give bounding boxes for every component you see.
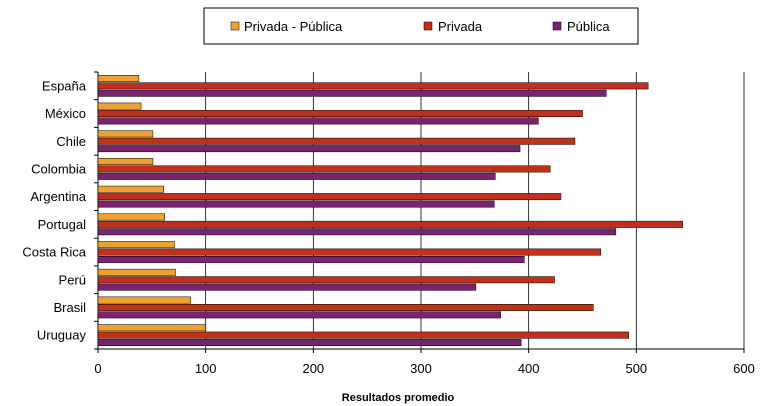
category-label-mexico: México [45, 106, 86, 121]
bar-argentina-publica [97, 200, 495, 208]
bar-portugal-privada [97, 220, 683, 228]
bar-uruguay-privada [97, 331, 630, 339]
bar-costa-rica-privada-publica [97, 241, 175, 249]
bar-colombia-privada [97, 165, 551, 173]
category-label-argentina: Argentina [30, 189, 86, 204]
bar-uruguay-privada-publica [97, 324, 206, 332]
bar-uruguay-publica [97, 339, 522, 347]
x-tick-label-400: 400 [518, 361, 540, 376]
bar-espana-publica [97, 89, 607, 97]
x-tick-label-500: 500 [625, 361, 647, 376]
bar-costa-rica-privada [97, 248, 602, 256]
x-axis-ticks: 0 100 200 300 400 500 600 [94, 349, 755, 376]
legend-label-privada-publica: Privada - Pública [244, 19, 343, 34]
bar-chile-publica [97, 145, 521, 153]
bar-mexico-privada [97, 110, 583, 117]
x-tick-label-300: 300 [410, 361, 432, 376]
category-label-peru: Perú [59, 272, 86, 287]
bar-costa-rica-publica [97, 256, 525, 263]
legend: Privada - Pública Privada Pública [203, 7, 639, 45]
legend-label-privada: Privada [438, 19, 483, 34]
x-tick-label-0: 0 [94, 361, 101, 376]
legend-swatch-privada [423, 21, 433, 31]
bar-espana-privada [97, 82, 649, 90]
bar-argentina-privada-publica [97, 185, 164, 193]
bar-brasil-privada [97, 304, 594, 311]
bar-chile-privada-publica [97, 130, 154, 138]
bar-portugal-privada-publica [97, 213, 166, 221]
bars [97, 75, 683, 347]
bar-argentina-privada [97, 193, 562, 201]
category-label-colombia: Colombia [31, 161, 87, 176]
bar-mexico-publica [97, 117, 539, 125]
legend-label-publica: Pública [567, 19, 610, 34]
bar-peru-publica [97, 283, 477, 291]
bar-chile-privada [97, 137, 576, 145]
bar-peru-privada-publica [97, 268, 176, 276]
bar-espana-privada-publica [97, 75, 140, 82]
bar-peru-privada [97, 276, 555, 284]
bar-colombia-privada-publica [97, 158, 154, 166]
category-label-espana: España [42, 78, 87, 93]
x-tick-label-100: 100 [195, 361, 217, 376]
x-tick-label-200: 200 [302, 361, 324, 376]
legend-swatch-privada-publica [230, 21, 240, 31]
bar-portugal-publica [97, 228, 617, 236]
category-label-uruguay: Uruguay [37, 328, 87, 343]
category-label-portugal: Portugal [38, 217, 87, 232]
bar-brasil-publica [97, 311, 501, 319]
legend-box [203, 7, 639, 45]
category-label-costa-rica: Costa Rica [22, 245, 86, 260]
legend-swatch-publica [552, 21, 562, 31]
x-axis-title: Resultados promedio [342, 392, 455, 404]
x-tick-label-600: 600 [733, 361, 755, 376]
category-label-chile: Chile [56, 134, 86, 149]
bar-mexico-privada-publica [97, 102, 142, 110]
bar-colombia-publica [97, 172, 496, 180]
bar-brasil-privada-publica [97, 296, 191, 304]
category-labels: España México Chile Colombia Argentina Portug… [22, 78, 86, 342]
category-label-brasil: Brasil [53, 300, 86, 315]
